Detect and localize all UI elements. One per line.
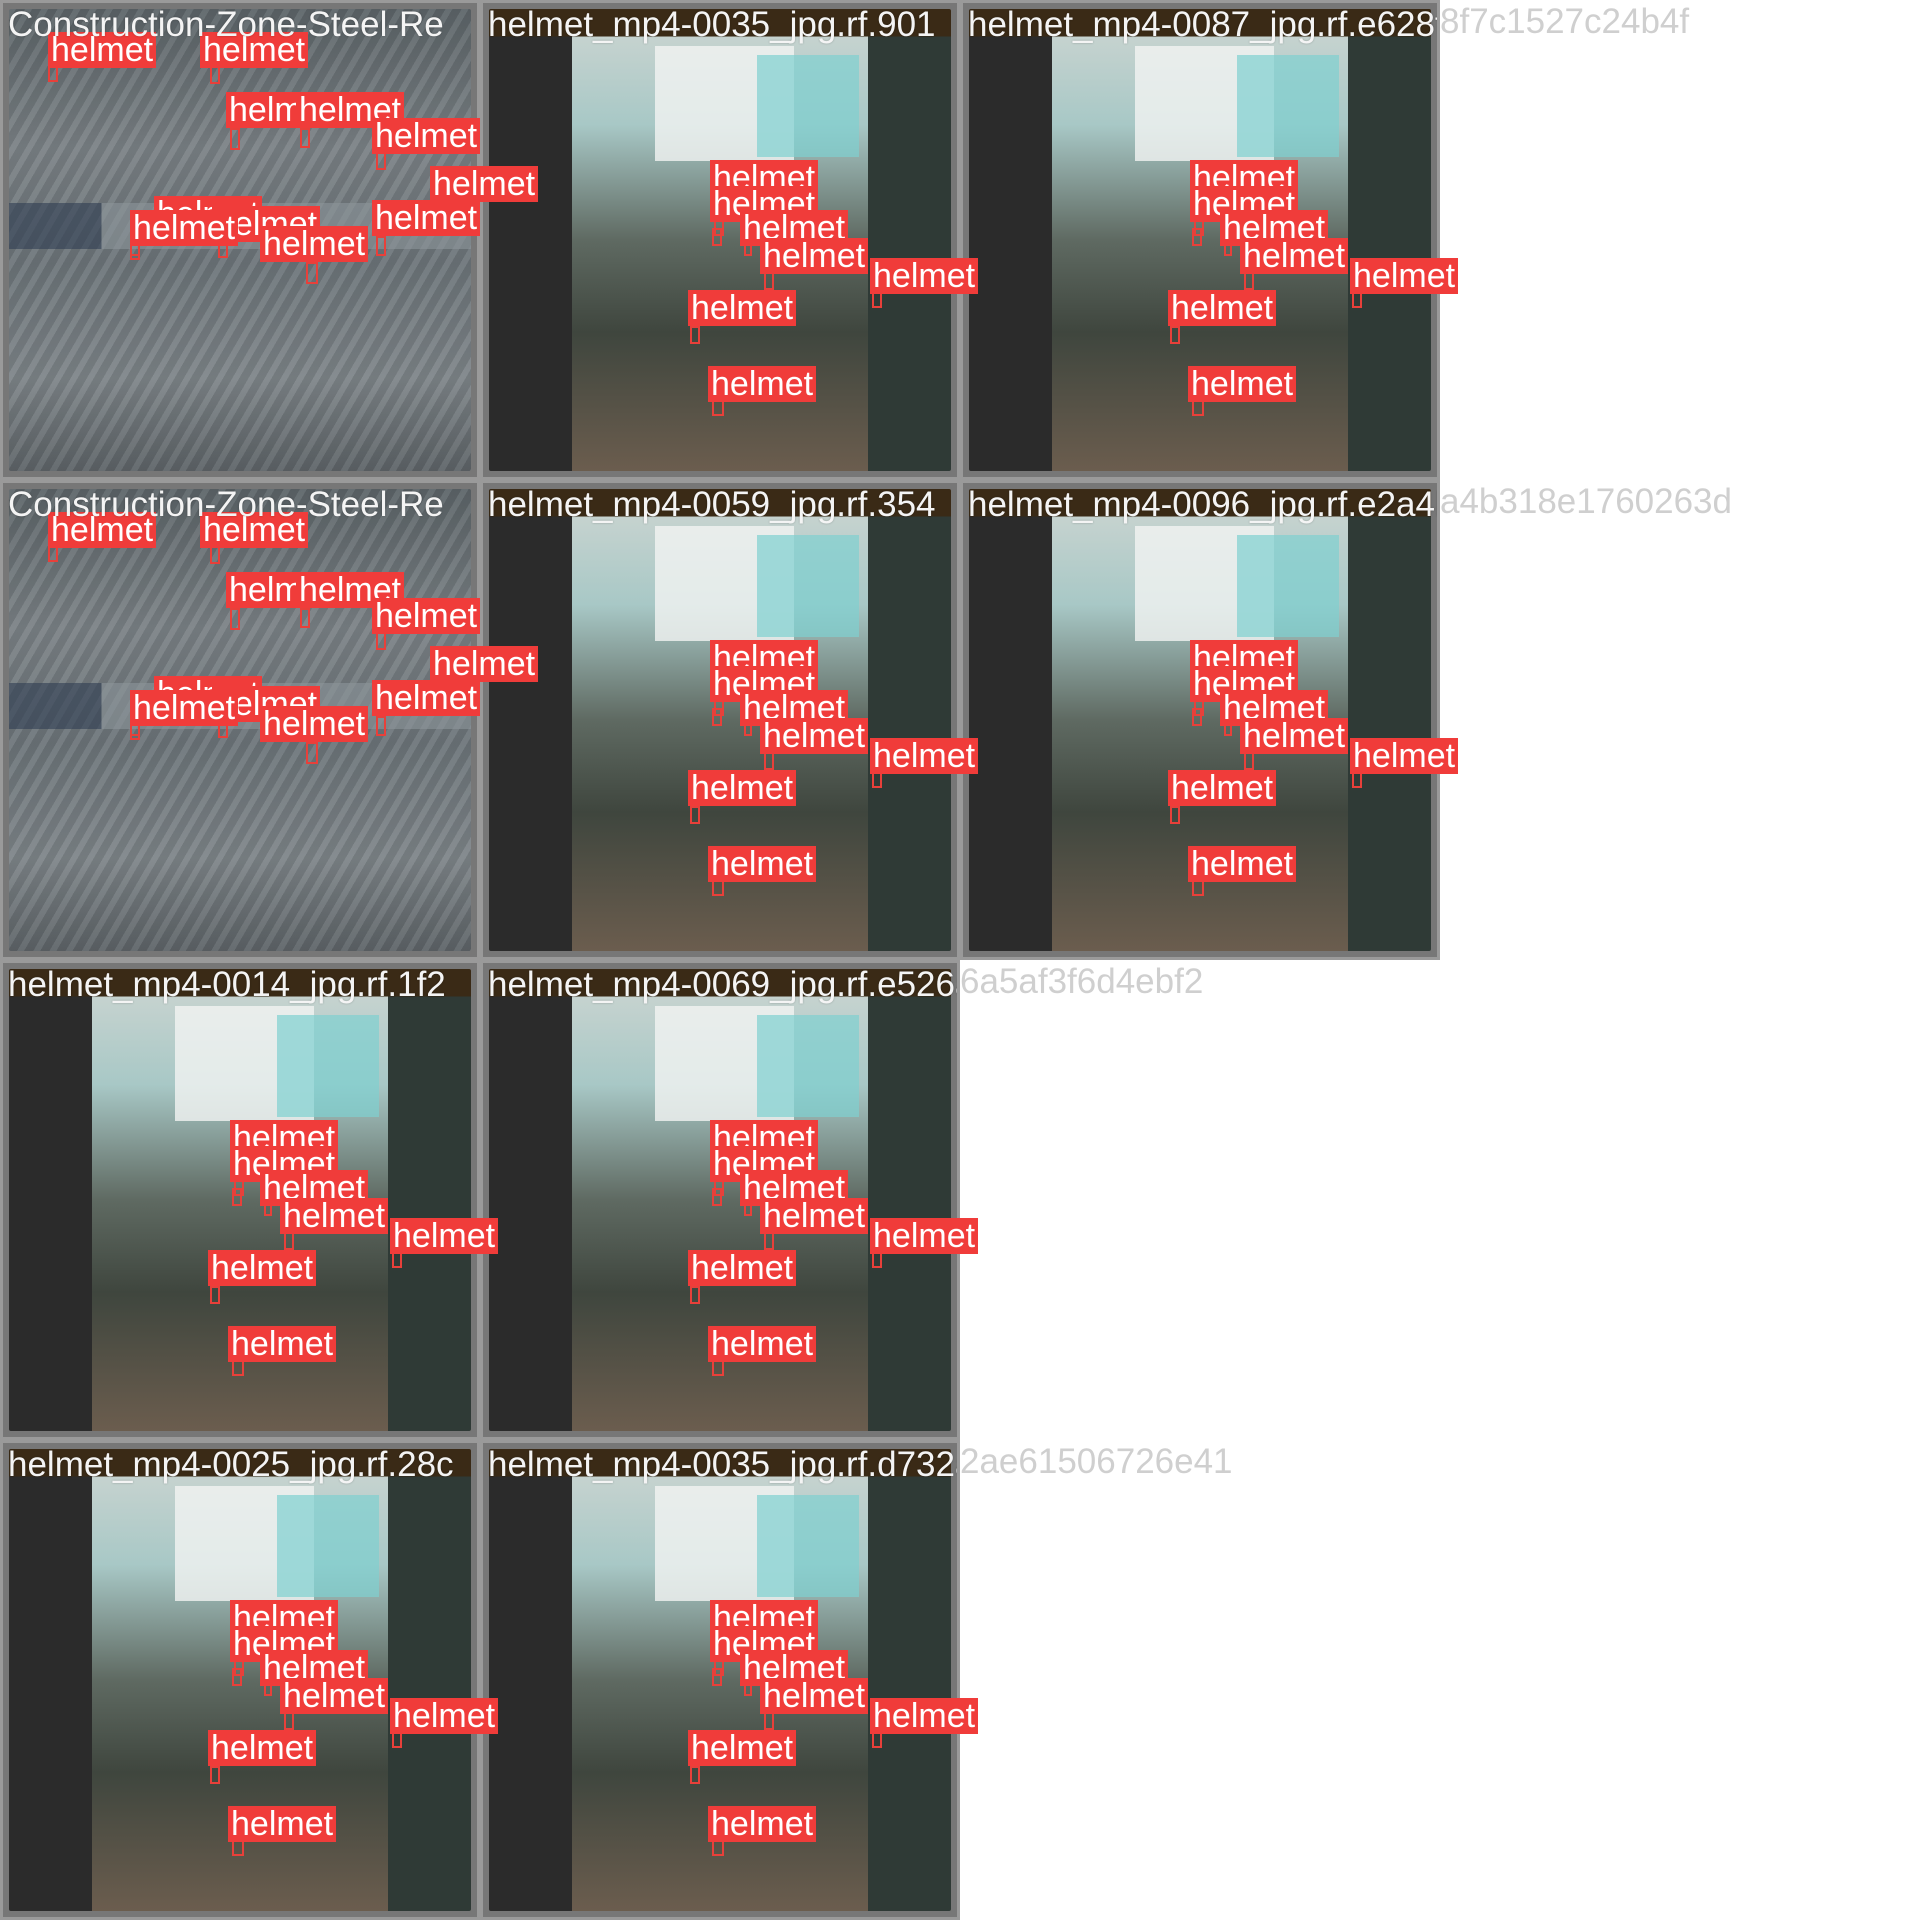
detection-label: helmet (430, 646, 539, 682)
mosaic-tile-8: helmet_mp4-0069_jpg.rf.e526a5af3f6d4ebf2 (480, 960, 960, 1440)
detection-label: helmet (1168, 290, 1277, 326)
detection-box (690, 326, 700, 344)
detection-box (376, 716, 386, 736)
tile-title-overflow: a4b318e1760263d (1440, 482, 1732, 521)
detection-label: helmet (130, 690, 239, 726)
tile-title: helmet_mp4-0025_jpg.rf.28c (8, 1445, 454, 1484)
detection-label: helmet (688, 290, 797, 326)
detection-box (232, 1668, 242, 1686)
detection-label: helmet (372, 200, 481, 236)
detection-label: helmet (200, 512, 309, 548)
detection-label: helmet (208, 1250, 317, 1286)
detection-label: helmet (1168, 770, 1277, 806)
detection-box (1170, 326, 1180, 344)
tile-title: Construction-Zone-Steel-Re (8, 5, 444, 44)
detection-label: helmet (870, 258, 979, 294)
tile-title: Construction-Zone-Steel-Re (8, 485, 444, 524)
detection-box (690, 1766, 700, 1784)
detection-label: helmet (230, 1626, 339, 1662)
detection-label: helmet (1350, 258, 1459, 294)
detection-label: helmet (870, 1218, 979, 1254)
detection-label: helmet (296, 572, 405, 608)
detection-box (210, 1766, 220, 1784)
detection-label: helmet (760, 238, 869, 274)
detection-label: helmet (390, 1218, 499, 1254)
tile-title: helmet_mp4-0096_jpg.rf.e2a4b318e1760263d (968, 485, 1437, 524)
detection-label: helmet (372, 680, 481, 716)
detection-label: helmet (260, 226, 369, 262)
detection-box (306, 742, 318, 764)
detection-label: helmet (760, 1198, 869, 1234)
detection-label: helmet (228, 1806, 337, 1842)
detection-label: helmet (688, 1250, 797, 1286)
detection-box (376, 236, 386, 256)
tile-title-overflow: 6a5af3f6d4ebf2 (960, 962, 1204, 1001)
tile-title: helmet_mp4-0035_jpg.rf.d732ae61506726e41 (488, 1445, 957, 1484)
detection-label: helmet (280, 1198, 389, 1234)
tile-title-overflow: 8f7c1527c24b4f (1440, 2, 1690, 41)
detection-box (230, 128, 240, 150)
detection-label: helmet (688, 770, 797, 806)
detection-label: helmet (1240, 718, 1349, 754)
detection-label: helmet (130, 210, 239, 246)
detection-label: helmet (708, 1326, 817, 1362)
detection-label: helmet (1188, 366, 1297, 402)
detection-box (232, 1188, 242, 1206)
detection-box (712, 228, 722, 246)
detection-label: helmet (708, 366, 817, 402)
detection-label: helmet (372, 118, 481, 154)
detection-label: helmet (208, 1730, 317, 1766)
detection-label: helmet (708, 1806, 817, 1842)
detection-label: helmet (48, 512, 157, 548)
detection-label: helmet (1240, 238, 1349, 274)
mosaic-tile-1: Construction-Zone-Steel-Re (0, 0, 480, 480)
detection-label: helmet (688, 1730, 797, 1766)
detection-box (712, 1668, 722, 1686)
detection-box (690, 806, 700, 824)
tile-title: helmet_mp4-0069_jpg.rf.e526a5af3f6d4ebf2 (488, 965, 957, 1004)
detection-label: helmet (760, 1678, 869, 1714)
detection-label: helmet (870, 1698, 979, 1734)
tile-title: helmet_mp4-0087_jpg.rf.e628f7c1527c24b4f (968, 5, 1437, 44)
detection-box (712, 1188, 722, 1206)
detection-label: helmet (760, 718, 869, 754)
detection-box (1192, 228, 1202, 246)
detection-label: helmet (390, 1698, 499, 1734)
tile-title: helmet_mp4-0059_jpg.rf.354 (488, 485, 936, 524)
detection-box (306, 262, 318, 284)
mosaic-tile-3: helmet_mp4-0087_jpg.rf.e628f7c1527c24b4f (960, 0, 1440, 480)
detection-box (300, 128, 310, 148)
detection-box (300, 608, 310, 628)
tile-title-overflow: 2ae61506726e41 (960, 1442, 1233, 1481)
detection-label: helmet (228, 1326, 337, 1362)
tile-title: helmet_mp4-0035_jpg.rf.901 (488, 5, 936, 44)
detection-label: helmet (372, 598, 481, 634)
detection-label: helmet (1188, 846, 1297, 882)
detection-box (690, 1286, 700, 1304)
detection-label: helmet (200, 32, 309, 68)
detection-label: helmet (708, 846, 817, 882)
detection-label: helmet (1350, 738, 1459, 774)
detection-label: helmet (280, 1678, 389, 1714)
detection-box (1192, 708, 1202, 726)
detection-box (210, 1286, 220, 1304)
detection-label: helmet (48, 32, 157, 68)
tile-title: helmet_mp4-0014_jpg.rf.1f2 (8, 965, 446, 1004)
detection-label: helmet (870, 738, 979, 774)
detection-box (1170, 806, 1180, 824)
detection-box (230, 608, 240, 630)
detection-box (712, 708, 722, 726)
detection-label: helmet (260, 706, 369, 742)
detection-label: helmet (430, 166, 539, 202)
